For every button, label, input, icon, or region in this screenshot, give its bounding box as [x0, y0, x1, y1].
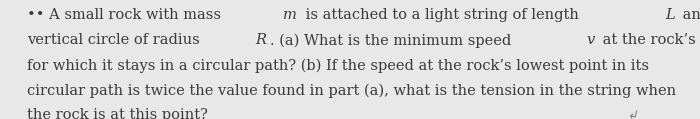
Text: for which it stays in a circular path? (b) If the speed at the rock’s lowest poi: for which it stays in a circular path? (… — [27, 58, 649, 73]
Text: circular path is twice the value found in part (a), what is the tension in the s: circular path is twice the value found i… — [27, 83, 676, 98]
Text: m: m — [283, 8, 297, 22]
Text: at the rock’s highest point: at the rock’s highest point — [598, 33, 700, 47]
Text: the rock is at this point?: the rock is at this point? — [27, 108, 207, 119]
Text: L: L — [665, 8, 675, 22]
Text: and whirled in a: and whirled in a — [678, 8, 700, 22]
Text: R: R — [256, 33, 267, 47]
Text: . (a) What is the minimum speed: . (a) What is the minimum speed — [270, 33, 515, 48]
Text: v: v — [587, 33, 595, 47]
Text: ↲: ↲ — [626, 108, 640, 119]
Text: is attached to a light string of length: is attached to a light string of length — [301, 8, 583, 22]
Text: vertical circle of radius: vertical circle of radius — [27, 33, 204, 47]
Text: •• A small rock with mass: •• A small rock with mass — [27, 8, 225, 22]
